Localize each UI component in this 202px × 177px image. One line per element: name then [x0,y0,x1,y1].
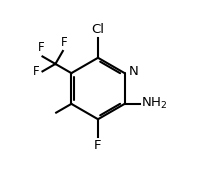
Text: F: F [38,41,45,54]
Text: NH$_2$: NH$_2$ [140,96,166,111]
Text: F: F [94,139,101,152]
Text: N: N [128,65,138,78]
Text: F: F [33,65,40,78]
Text: F: F [60,36,67,49]
Text: Cl: Cl [91,23,104,36]
